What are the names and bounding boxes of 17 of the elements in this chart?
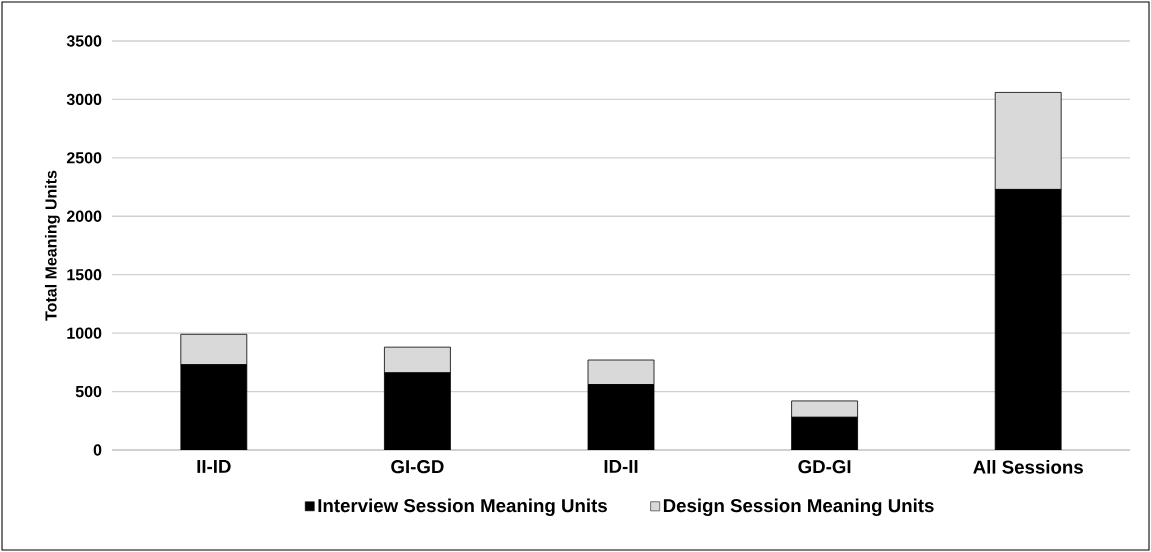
y-tick-label: 2500 [66, 152, 102, 164]
x-tick-label: GI-GD [391, 460, 444, 474]
legend-label: Interview Session Meaning Units [318, 498, 607, 517]
bar [384, 346, 451, 374]
y-tick-label: 0 [93, 444, 102, 456]
y-tick-label: 3500 [66, 35, 102, 47]
x-tick-label: GD-GI [798, 460, 851, 474]
y-tick-label: 2000 [66, 210, 102, 222]
x-tick-label: II-ID [197, 460, 231, 473]
legend-label: Design Session Meaning Units [663, 498, 934, 517]
x-tick-label: ID-II [604, 460, 638, 473]
x-tick-label: All Sessions [973, 460, 1083, 474]
y-tick-label: 3000 [66, 93, 102, 106]
y-tick-label: 1000 [67, 327, 102, 339]
y-axis-title: Total Meaning Units [44, 170, 60, 321]
y-tick-label: 500 [75, 385, 102, 398]
y-tick-label: 1500 [67, 269, 102, 281]
